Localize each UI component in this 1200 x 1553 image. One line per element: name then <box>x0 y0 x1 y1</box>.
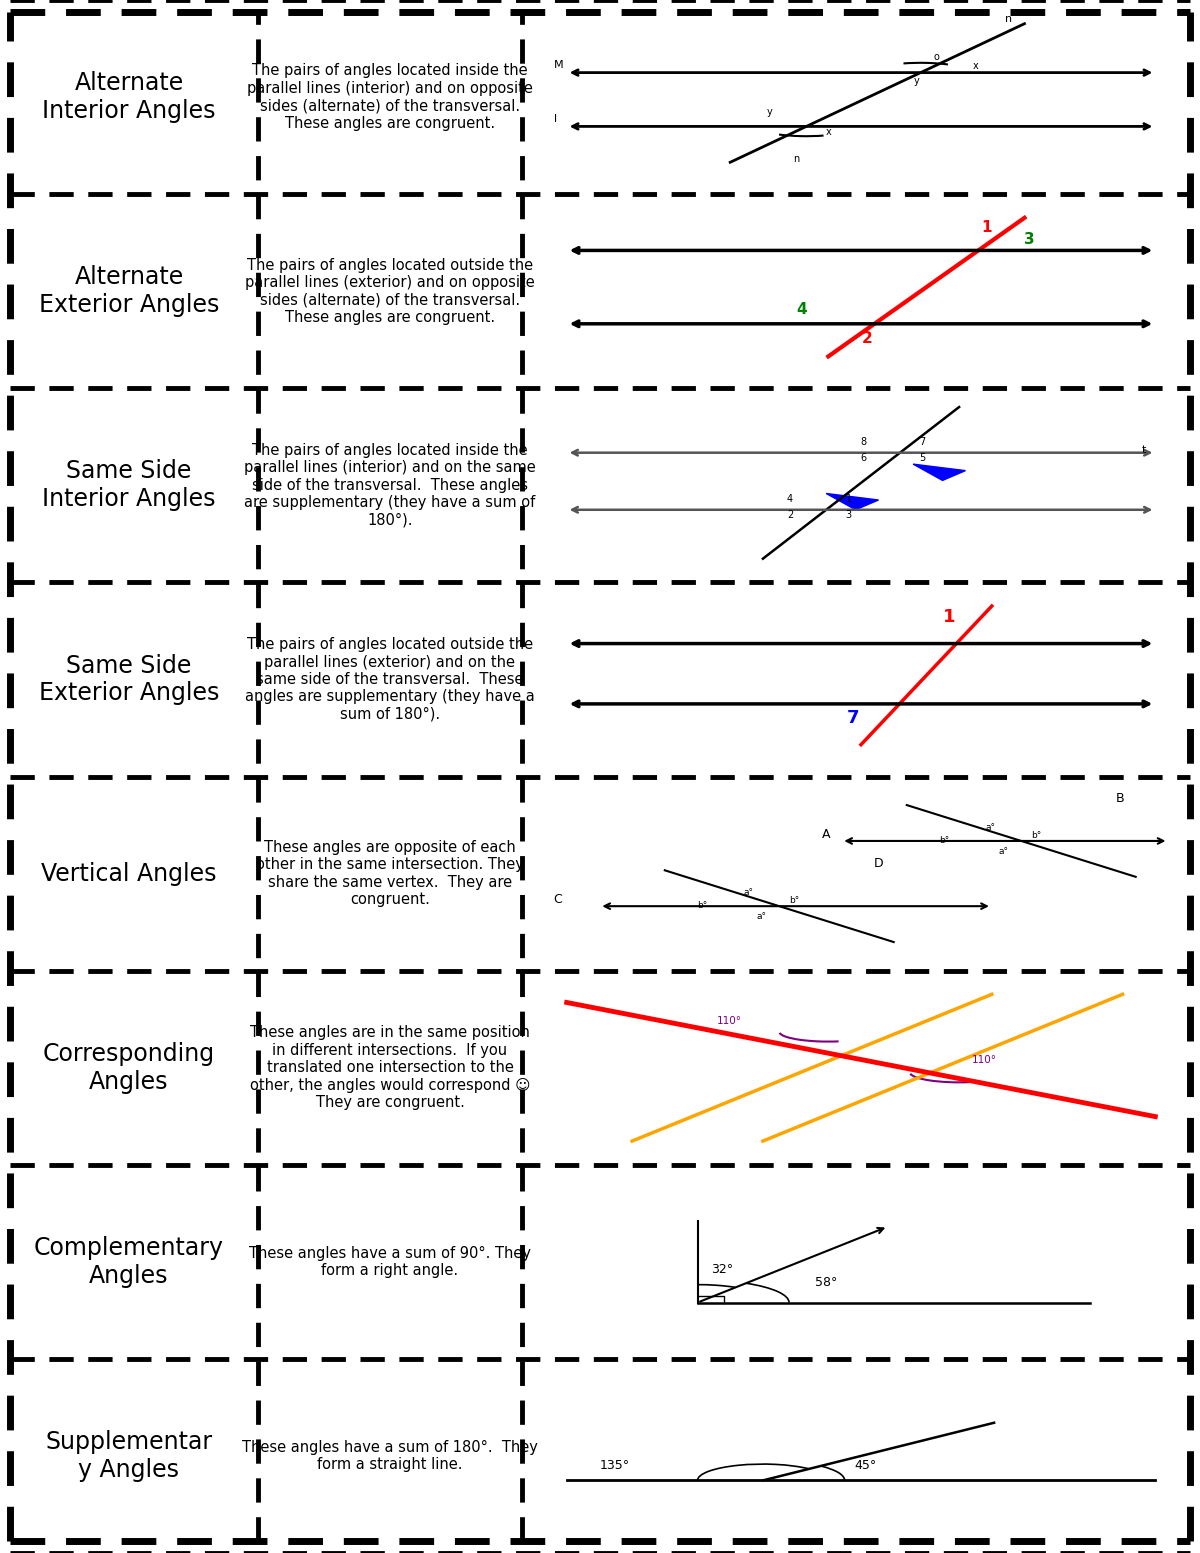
Text: x: x <box>973 61 979 71</box>
Text: Complementary
Angles: Complementary Angles <box>34 1236 224 1287</box>
Text: The pairs of angles located outside the
parallel lines (exterior) and on the
sam: The pairs of angles located outside the … <box>245 637 535 722</box>
Text: 4: 4 <box>787 494 793 503</box>
Text: 3: 3 <box>1024 231 1034 247</box>
Text: Alternate
Interior Angles: Alternate Interior Angles <box>42 71 216 123</box>
Text: t: t <box>1142 444 1146 455</box>
Text: n: n <box>1004 14 1012 23</box>
Text: 2: 2 <box>787 509 793 520</box>
Text: Vertical Angles: Vertical Angles <box>41 862 217 885</box>
Text: 110°: 110° <box>718 1016 742 1025</box>
Text: Same Side
Interior Angles: Same Side Interior Angles <box>42 460 216 511</box>
Text: l: l <box>553 113 557 124</box>
Text: These angles have a sum of 90°. They
form a right angle.: These angles have a sum of 90°. They for… <box>250 1246 530 1278</box>
Text: The pairs of angles located inside the
parallel lines (interior) and on the same: The pairs of angles located inside the p… <box>244 443 536 528</box>
Text: M: M <box>553 59 563 70</box>
Text: D: D <box>874 857 883 870</box>
Text: 1: 1 <box>943 609 956 626</box>
Text: 1: 1 <box>846 494 852 503</box>
Text: Alternate
Exterior Angles: Alternate Exterior Angles <box>38 266 220 317</box>
Text: The pairs of angles located outside the
parallel lines (exterior) and on opposit: The pairs of angles located outside the … <box>245 258 535 325</box>
Text: a°: a° <box>756 912 767 921</box>
Text: 7: 7 <box>919 436 926 447</box>
Text: a°: a° <box>998 846 1008 856</box>
Text: C: C <box>553 893 563 905</box>
Text: These angles are opposite of each
other in the same intersection. They
share the: These angles are opposite of each other … <box>256 840 524 907</box>
Text: Supplementar
y Angles: Supplementar y Angles <box>46 1430 212 1482</box>
Text: b°: b° <box>697 901 708 910</box>
Polygon shape <box>826 494 878 509</box>
Text: These angles are in the same position
in different intersections.  If you
transl: These angles are in the same position in… <box>250 1025 530 1110</box>
Text: B: B <box>1116 792 1124 804</box>
Polygon shape <box>913 464 966 480</box>
Text: 7: 7 <box>847 710 859 727</box>
Text: Corresponding
Angles: Corresponding Angles <box>43 1042 215 1093</box>
Text: 1: 1 <box>982 221 992 236</box>
Text: Same Side
Exterior Angles: Same Side Exterior Angles <box>38 654 220 705</box>
Text: o: o <box>934 51 940 62</box>
Text: a°: a° <box>985 823 995 831</box>
Text: b°: b° <box>940 836 949 845</box>
Text: 135°: 135° <box>600 1458 630 1472</box>
Text: 8: 8 <box>860 436 866 447</box>
Text: These angles have a sum of 180°.  They
form a straight line.: These angles have a sum of 180°. They fo… <box>242 1440 538 1472</box>
Text: A: A <box>822 828 830 840</box>
Text: y: y <box>767 107 773 116</box>
Text: y: y <box>914 76 920 85</box>
Text: The pairs of angles located inside the
parallel lines (interior) and on opposite: The pairs of angles located inside the p… <box>247 64 533 130</box>
Text: 32°: 32° <box>710 1263 733 1277</box>
Text: 6: 6 <box>860 453 866 463</box>
Text: 3: 3 <box>846 509 852 520</box>
Text: 110°: 110° <box>972 1054 997 1065</box>
Text: 4: 4 <box>796 301 806 317</box>
Text: b°: b° <box>1031 831 1042 840</box>
Text: 5: 5 <box>919 453 926 463</box>
Text: 2: 2 <box>862 331 872 346</box>
Text: 45°: 45° <box>854 1458 877 1472</box>
Text: a°: a° <box>743 888 754 896</box>
Text: 58°: 58° <box>815 1277 838 1289</box>
Text: b°: b° <box>790 896 799 905</box>
Text: x: x <box>826 126 832 137</box>
Text: n: n <box>793 154 799 165</box>
